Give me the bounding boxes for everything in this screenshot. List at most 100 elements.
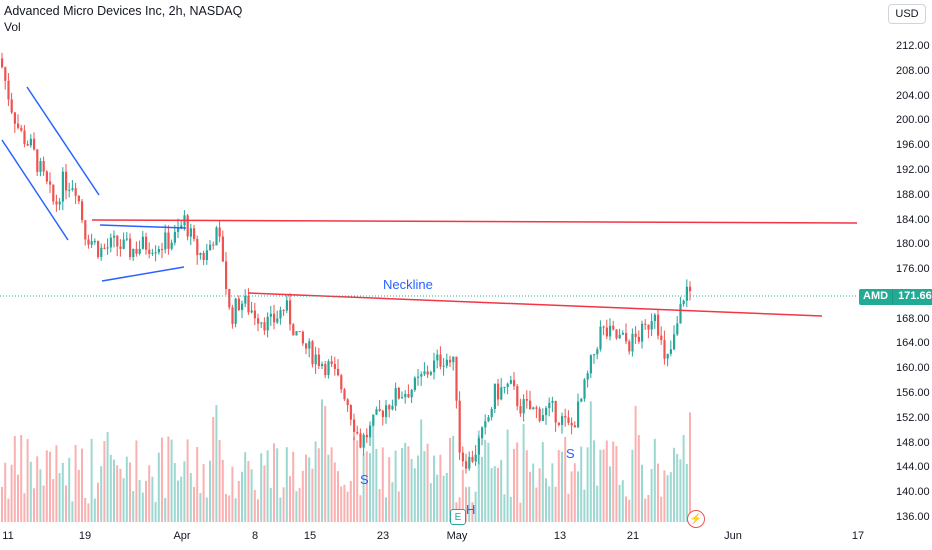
candle-body — [471, 456, 474, 462]
volume-bar — [167, 436, 170, 522]
time-tick: Apr — [173, 530, 191, 542]
volume-bar — [212, 417, 215, 522]
volume-bar — [148, 465, 151, 522]
volume-bar — [324, 405, 327, 522]
candle-body — [685, 286, 688, 301]
volume-bar — [653, 438, 656, 522]
price-tick: 188.00 — [896, 188, 930, 201]
candle-body — [634, 333, 637, 337]
volume-bar — [586, 447, 589, 522]
volume-bar — [186, 439, 189, 522]
candle-body — [33, 138, 36, 150]
candle-body — [381, 410, 384, 418]
candle-body — [452, 356, 455, 363]
volume-bar — [353, 437, 355, 522]
candle-body — [404, 394, 407, 398]
candle-body — [529, 400, 532, 410]
volume-bar — [321, 399, 323, 522]
flag-lower-line[interactable] — [101, 266, 185, 282]
volume-bar — [375, 448, 378, 522]
volume-bar — [141, 492, 144, 522]
price-tick: 196.00 — [896, 139, 930, 152]
candle-body — [474, 454, 477, 462]
candle-body — [279, 310, 282, 319]
candle-body — [516, 386, 519, 407]
candle-body — [205, 250, 208, 260]
volume-bar — [372, 419, 375, 522]
volume-bar — [474, 491, 477, 522]
volume-bar — [362, 454, 365, 522]
volume-bar — [657, 463, 659, 522]
candle-body — [503, 386, 506, 388]
volume-bar — [231, 466, 234, 522]
volume-bar — [650, 469, 653, 522]
volume-bar — [129, 462, 131, 522]
volume-bar — [599, 449, 602, 522]
earnings-marker[interactable]: E — [450, 509, 466, 525]
volume-bar — [292, 451, 295, 522]
candle-body — [29, 138, 32, 146]
candle-body — [637, 336, 640, 342]
volume-bar — [135, 440, 138, 522]
price-tick: 144.00 — [896, 461, 930, 474]
candle-body — [561, 416, 564, 425]
candle-body — [129, 238, 132, 258]
candle-body — [135, 248, 138, 254]
channel-lower-line[interactable] — [1, 139, 69, 241]
volume-bar — [298, 488, 301, 522]
flash-icon[interactable]: ⚡ — [687, 510, 705, 528]
volume-bar — [177, 480, 179, 522]
candle-body — [7, 80, 10, 100]
volume-bar — [580, 446, 583, 522]
volume-bar — [55, 445, 58, 522]
volume-bar — [218, 440, 221, 522]
candle-body — [548, 402, 551, 409]
volume-bar — [145, 480, 147, 522]
candle-body — [365, 434, 368, 438]
candle-body — [394, 387, 397, 406]
candle-body — [653, 314, 656, 322]
volume-bar — [173, 463, 176, 522]
candle-body — [68, 189, 71, 191]
volume-bar — [519, 502, 522, 522]
volume-bar — [449, 437, 451, 522]
candle-body — [689, 286, 692, 292]
volume-bar — [522, 423, 525, 522]
resistance-line[interactable] — [91, 219, 858, 224]
candle-body — [439, 354, 442, 367]
candle-body — [148, 249, 151, 254]
candle-body — [314, 354, 317, 365]
volume-bar — [397, 491, 400, 522]
candle-body — [445, 359, 448, 366]
volume-bar — [605, 440, 608, 522]
candle-body — [113, 235, 116, 238]
candle-body — [577, 401, 580, 428]
price-tick: 208.00 — [896, 64, 930, 77]
volume-bar — [260, 453, 263, 522]
candle-body — [202, 252, 205, 260]
volume-bar — [276, 448, 279, 522]
candle-body — [241, 303, 244, 310]
volume-bar — [36, 456, 39, 522]
volume-bar — [81, 448, 83, 522]
volume-bar — [359, 495, 362, 522]
time-tick: 11 — [2, 530, 14, 542]
candle-body — [660, 335, 663, 341]
currency-button[interactable]: USD — [888, 4, 926, 24]
candle-body — [58, 201, 61, 205]
volume-bar — [525, 450, 528, 522]
volume-bar — [257, 499, 259, 522]
flag-upper-line[interactable] — [99, 224, 187, 229]
volume-bar — [87, 503, 90, 522]
volume-bar — [442, 475, 445, 522]
candle-body — [557, 422, 560, 425]
candle-body — [327, 361, 330, 376]
candle-body — [391, 405, 394, 410]
neckline-line[interactable] — [247, 292, 823, 317]
candle-body — [666, 353, 669, 359]
volume-bar — [285, 447, 288, 522]
candle-body — [321, 364, 324, 367]
channel-upper-line[interactable] — [26, 86, 100, 196]
candle-body — [42, 161, 45, 172]
